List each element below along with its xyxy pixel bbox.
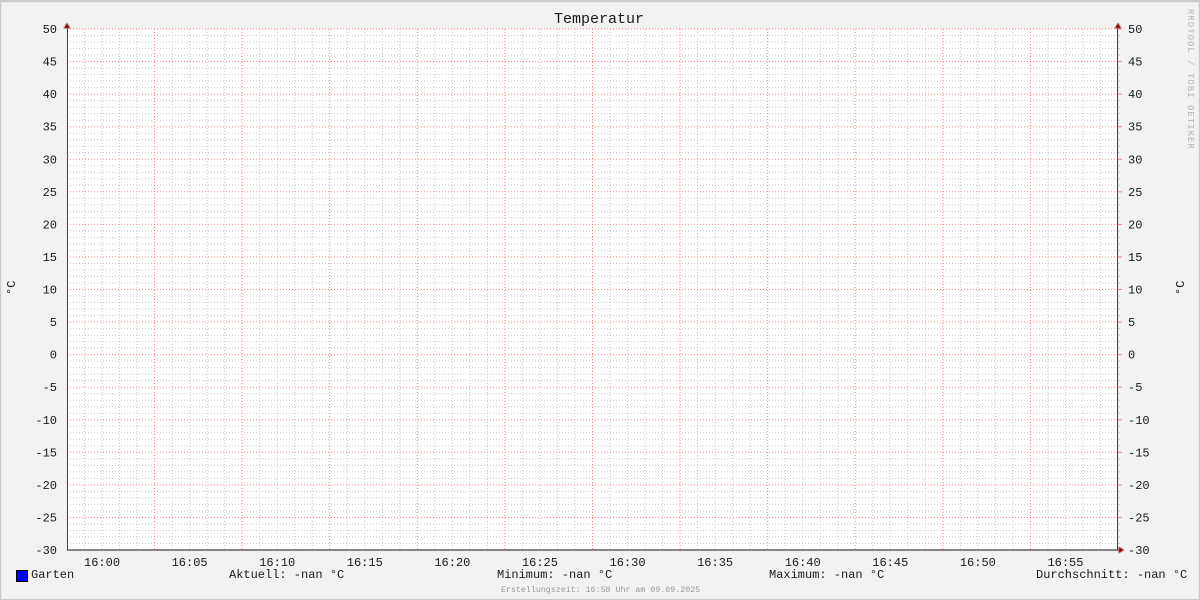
svg-text:30: 30 — [43, 153, 57, 167]
svg-text:16:35: 16:35 — [697, 556, 733, 570]
svg-text:-5: -5 — [1128, 381, 1142, 395]
svg-text:-30: -30 — [35, 544, 57, 558]
svg-text:50: 50 — [1128, 23, 1142, 37]
svg-text:15: 15 — [43, 251, 57, 265]
svg-text:0: 0 — [50, 349, 57, 363]
svg-text:30: 30 — [1128, 153, 1142, 167]
svg-text:-5: -5 — [43, 381, 57, 395]
svg-text:-15: -15 — [1128, 446, 1150, 460]
svg-text:0: 0 — [1128, 349, 1135, 363]
svg-text:16:30: 16:30 — [610, 556, 646, 570]
svg-text:20: 20 — [43, 218, 57, 232]
svg-text:-25: -25 — [1128, 511, 1150, 525]
svg-text:40: 40 — [1128, 88, 1142, 102]
svg-text:16:00: 16:00 — [84, 556, 120, 570]
svg-text:16:05: 16:05 — [172, 556, 208, 570]
svg-text:5: 5 — [1128, 316, 1135, 330]
svg-text:25: 25 — [1128, 186, 1142, 200]
svg-text:10: 10 — [43, 284, 57, 298]
svg-text:35: 35 — [1128, 121, 1142, 135]
svg-text:16:20: 16:20 — [434, 556, 470, 570]
svg-text:25: 25 — [43, 186, 57, 200]
svg-text:40: 40 — [43, 88, 57, 102]
svg-text:-10: -10 — [35, 414, 57, 428]
svg-text:16:50: 16:50 — [960, 556, 996, 570]
svg-text:-25: -25 — [35, 511, 57, 525]
svg-text:-20: -20 — [1128, 479, 1150, 493]
svg-text:5: 5 — [50, 316, 57, 330]
svg-text:15: 15 — [1128, 251, 1142, 265]
svg-text:-15: -15 — [35, 446, 57, 460]
svg-text:45: 45 — [1128, 56, 1142, 70]
svg-text:50: 50 — [43, 23, 57, 37]
svg-text:-30: -30 — [1128, 544, 1150, 558]
svg-text:16:15: 16:15 — [347, 556, 383, 570]
svg-text:-10: -10 — [1128, 414, 1150, 428]
svg-text:-20: -20 — [35, 479, 57, 493]
svg-text:35: 35 — [43, 121, 57, 135]
svg-text:10: 10 — [1128, 284, 1142, 298]
svg-text:20: 20 — [1128, 218, 1142, 232]
svg-text:45: 45 — [43, 56, 57, 70]
